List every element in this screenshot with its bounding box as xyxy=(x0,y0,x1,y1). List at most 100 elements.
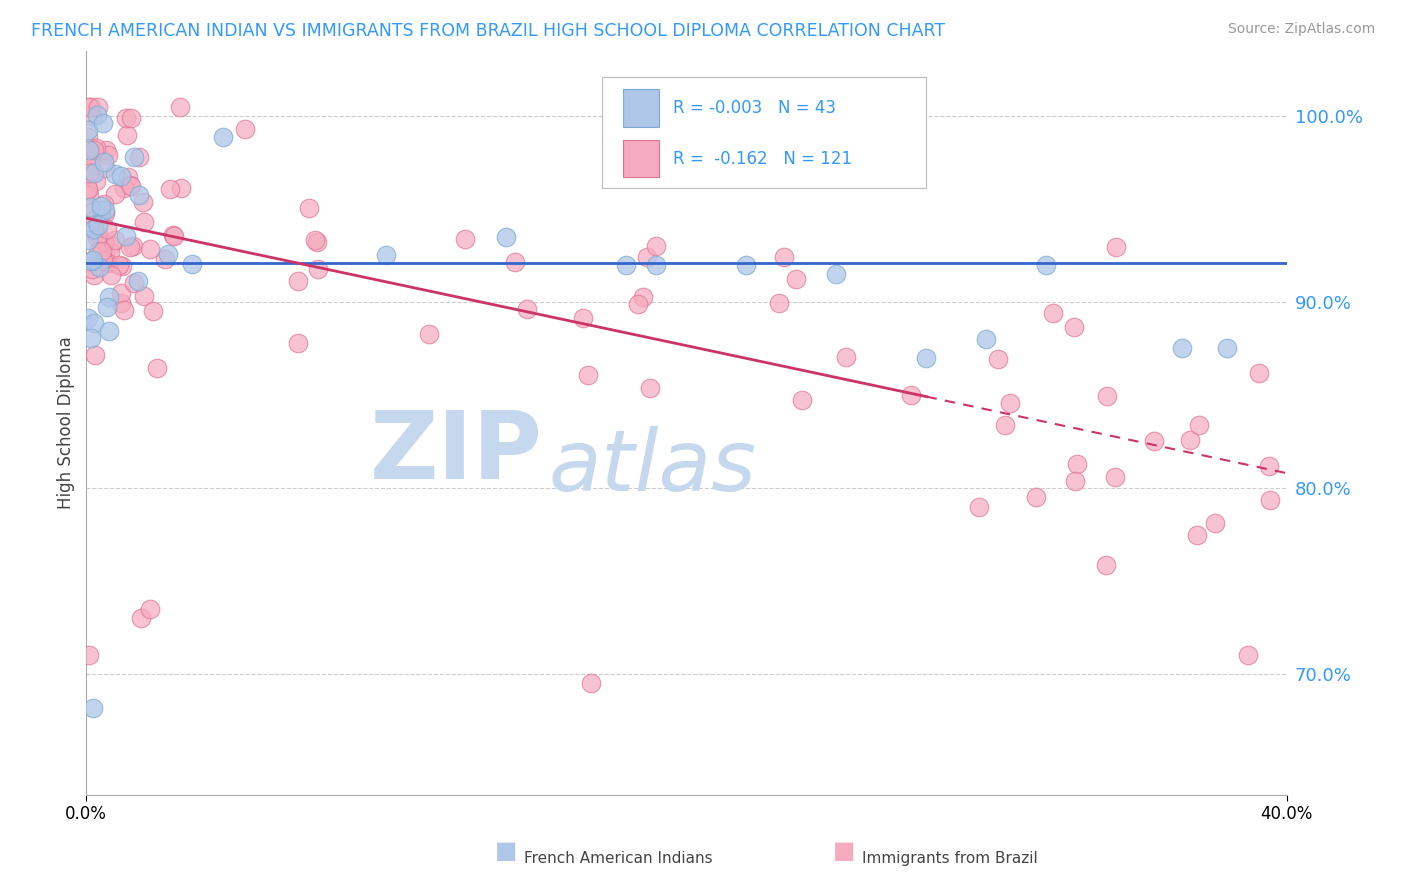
Point xyxy=(825,267,848,281)
Point xyxy=(638,381,661,395)
Point xyxy=(80,109,103,123)
Point xyxy=(77,166,100,180)
Point xyxy=(987,351,1010,366)
Point xyxy=(112,181,135,195)
Point xyxy=(94,143,117,157)
Point xyxy=(571,311,593,326)
Point xyxy=(76,123,98,137)
Point xyxy=(82,252,104,267)
Point xyxy=(79,200,101,214)
Point xyxy=(122,239,145,253)
Point xyxy=(108,258,131,272)
Point xyxy=(233,121,256,136)
Point xyxy=(94,161,117,175)
Point xyxy=(122,150,145,164)
Point xyxy=(134,215,156,229)
Text: Source: ZipAtlas.com: Source: ZipAtlas.com xyxy=(1227,22,1375,37)
Point xyxy=(1105,239,1128,253)
Bar xyxy=(623,140,659,178)
Point xyxy=(1104,469,1126,483)
Point xyxy=(915,351,938,365)
Point xyxy=(1063,319,1085,334)
Point xyxy=(516,301,538,316)
Point xyxy=(994,417,1017,432)
Point xyxy=(900,388,922,402)
Point xyxy=(735,258,758,272)
Point xyxy=(87,260,110,274)
Point xyxy=(287,336,309,351)
Point xyxy=(1204,516,1226,531)
Point xyxy=(132,289,155,303)
Point xyxy=(93,235,115,249)
Point xyxy=(627,297,650,311)
Point xyxy=(636,250,658,264)
Point xyxy=(98,256,121,270)
Point xyxy=(98,290,121,304)
Point xyxy=(139,242,162,256)
Point xyxy=(79,168,101,182)
Point xyxy=(768,296,790,310)
Point xyxy=(375,248,398,262)
Point xyxy=(77,188,100,202)
Point xyxy=(104,233,127,247)
FancyBboxPatch shape xyxy=(602,77,927,188)
Point xyxy=(110,169,132,184)
Point xyxy=(76,311,98,326)
Point xyxy=(131,611,153,625)
Point xyxy=(418,327,440,342)
Point xyxy=(790,393,813,408)
Point xyxy=(96,222,118,236)
Point xyxy=(505,255,527,269)
Point xyxy=(1042,306,1064,320)
Point xyxy=(156,247,179,261)
Point xyxy=(91,252,114,267)
Point xyxy=(86,108,108,122)
Point xyxy=(128,150,150,164)
Point xyxy=(118,178,141,192)
Point xyxy=(98,324,121,338)
Point xyxy=(159,182,181,196)
Point xyxy=(87,99,110,113)
Point xyxy=(80,160,103,174)
Point xyxy=(1236,648,1258,663)
Point xyxy=(1143,434,1166,449)
Point xyxy=(76,154,98,169)
Point xyxy=(120,178,142,193)
Point xyxy=(115,229,138,244)
Point xyxy=(100,237,122,252)
Point xyxy=(80,146,103,161)
Point xyxy=(1187,528,1209,542)
Point xyxy=(307,235,329,249)
Point xyxy=(93,155,115,169)
Point xyxy=(454,232,477,246)
Point xyxy=(104,187,127,202)
Point xyxy=(110,296,132,310)
Point xyxy=(1064,474,1087,488)
Point xyxy=(834,350,856,364)
Point xyxy=(77,129,100,144)
Point xyxy=(298,201,321,215)
Point xyxy=(77,99,100,113)
Point xyxy=(307,261,329,276)
Text: ■: ■ xyxy=(832,839,855,863)
Point xyxy=(84,174,107,188)
Point xyxy=(84,141,107,155)
Point xyxy=(304,233,326,247)
Point xyxy=(83,143,105,157)
Point xyxy=(103,167,125,181)
Point xyxy=(170,181,193,195)
Point xyxy=(115,128,138,143)
Point xyxy=(120,240,142,254)
Point xyxy=(162,228,184,243)
Point xyxy=(76,254,98,268)
Point xyxy=(83,211,105,226)
Point xyxy=(139,602,162,616)
Point xyxy=(1035,258,1057,272)
Point xyxy=(98,245,121,260)
Point xyxy=(86,219,108,233)
Point xyxy=(83,348,105,362)
Point xyxy=(581,676,603,690)
Point xyxy=(90,198,112,212)
Point xyxy=(772,250,794,264)
Point xyxy=(87,229,110,244)
